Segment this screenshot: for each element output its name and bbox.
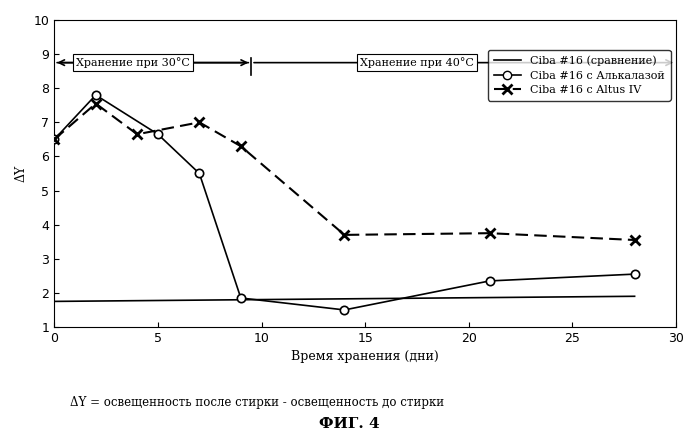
Text: Хранение при 30°C: Хранение при 30°C <box>76 57 190 68</box>
Text: ΔY = освещенность после стирки - освещенность до стирки: ΔY = освещенность после стирки - освещен… <box>70 396 444 408</box>
X-axis label: Время хранения (дни): Время хранения (дни) <box>291 350 439 363</box>
Text: ФИГ. 4: ФИГ. 4 <box>319 417 380 430</box>
Y-axis label: ΔY: ΔY <box>15 165 28 182</box>
Legend: Ciba #16 (сравнение), Ciba #16 с Алькалазой, Ciba #16 с Altus IV: Ciba #16 (сравнение), Ciba #16 с Алькала… <box>488 50 670 101</box>
Text: Хранение при 40°C: Хранение при 40°C <box>360 57 474 68</box>
